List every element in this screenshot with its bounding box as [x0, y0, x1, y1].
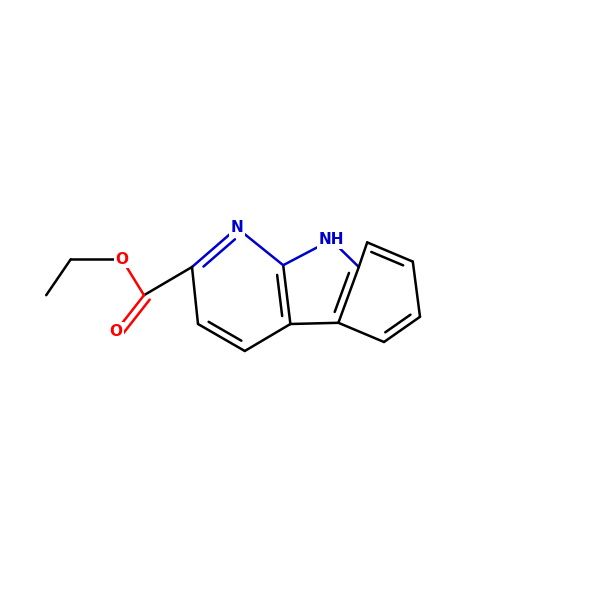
- Text: O: O: [109, 323, 122, 338]
- Text: O: O: [115, 252, 128, 266]
- Text: NH: NH: [319, 232, 344, 247]
- Text: N: N: [230, 220, 244, 235]
